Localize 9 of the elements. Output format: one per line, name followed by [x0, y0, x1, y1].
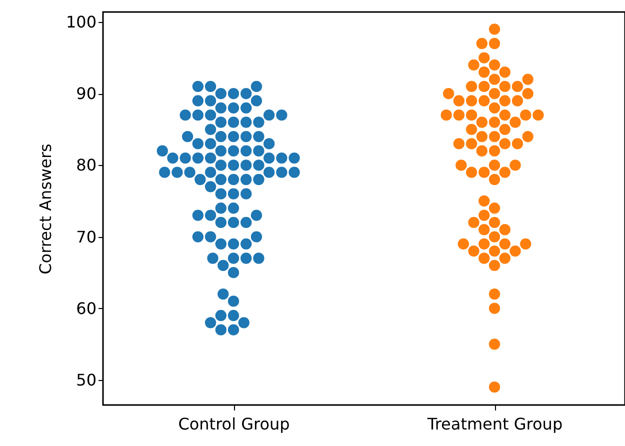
y-tick-label: 90 [76, 84, 96, 104]
y-tick-label: 50 [76, 370, 96, 390]
y-tick-label: 100 [66, 12, 96, 32]
x-tick-label: Control Group [178, 414, 290, 434]
y-axis-title: Correct Answers [36, 144, 55, 274]
y-tick-label: 60 [76, 298, 96, 318]
y-tick-label: 70 [76, 227, 96, 246]
x-tick-label: Treatment Group [426, 414, 563, 434]
y-tick-label: 80 [76, 156, 96, 175]
